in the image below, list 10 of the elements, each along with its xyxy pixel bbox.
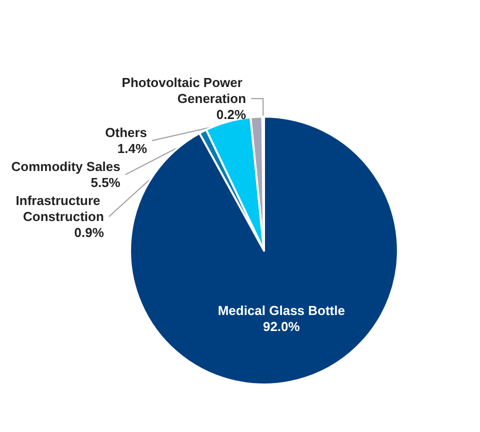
slice-label: Commodity Sales — [11, 159, 120, 174]
data-label: 0.2% — [216, 107, 246, 122]
slice-label: Photovoltaic Power Generation — [122, 75, 246, 106]
data-label: 1.4% — [117, 141, 148, 156]
slice-label: Infrastructure Construction — [16, 193, 104, 224]
data-label: 0.9% — [74, 225, 104, 240]
slice-label: Others — [105, 125, 148, 140]
data-label: 92.0% — [262, 318, 300, 334]
data-label: 5.5% — [90, 175, 121, 190]
slice-label: Medical Glass Bottle — [218, 302, 345, 318]
